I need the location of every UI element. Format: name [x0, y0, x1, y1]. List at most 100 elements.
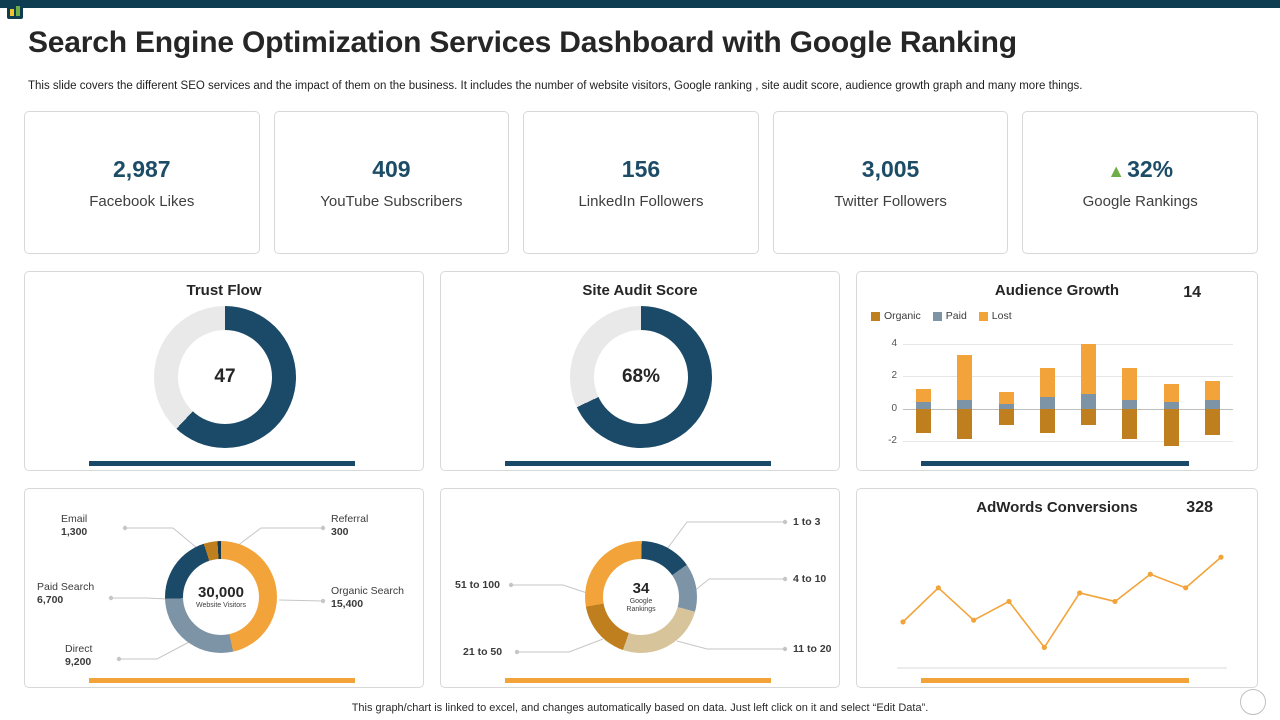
- trust-flow-panel: Trust Flow 47: [24, 271, 424, 471]
- bar-segment: [998, 408, 1014, 425]
- bar-segment: [1163, 408, 1179, 446]
- trust-flow-donut-chart[interactable]: 47: [154, 306, 296, 448]
- trust-flow-title: Trust Flow: [186, 282, 262, 299]
- kpi-value: 156: [621, 155, 661, 182]
- bar-segment: [1081, 394, 1097, 409]
- bar-segment: [916, 402, 932, 409]
- legend-item-organic: Organic: [871, 310, 921, 322]
- callout-value: 15,400: [331, 598, 364, 610]
- kpi-row: 2,987 Facebook Likes 409 YouTube Subscri…: [24, 111, 1258, 254]
- callout-value: 1,300: [61, 526, 88, 538]
- page-title: Search Engine Optimization Services Dash…: [28, 26, 1017, 59]
- legend-label: Paid: [945, 310, 967, 322]
- rankings-center-label: Google Rankings: [626, 597, 656, 614]
- bar-segment: [1039, 408, 1055, 433]
- organic-swatch-icon: [871, 311, 880, 321]
- accent-underline: [921, 461, 1189, 466]
- bar-segment: [1204, 408, 1220, 435]
- kpi-value: ▲32%: [1107, 156, 1173, 183]
- lost-swatch-icon: [978, 311, 988, 321]
- callout-label: Referral: [331, 513, 369, 525]
- callout-organic-search: Organic Search 15,400: [331, 585, 404, 611]
- kpi-trend-value: 32%: [1127, 155, 1174, 182]
- legend-item-paid: Paid: [932, 310, 967, 322]
- callout-4-to-10: 4 to 10: [793, 573, 827, 585]
- kpi-twitter-followers: 3,005 Twitter Followers: [772, 111, 1009, 254]
- kpi-label: LinkedIn Followers: [578, 192, 704, 210]
- legend-item-lost: Lost: [978, 310, 1012, 322]
- callout-51-to-100: 51 to 100: [455, 579, 500, 591]
- kpi-google-rankings: ▲32% Google Rankings: [1022, 111, 1258, 254]
- bar-segment: [1163, 402, 1179, 409]
- kpi-value: 3,005: [861, 155, 920, 182]
- donut-center: 30,000 Website Visitors: [183, 559, 259, 635]
- bar-segment: [957, 400, 973, 409]
- rankings-value: 34: [632, 579, 650, 597]
- audience-growth-legend: Organic Paid Lost: [871, 310, 1012, 322]
- bar-chart-logo-icon: [7, 3, 23, 19]
- trust-flow-value: 47: [214, 366, 236, 387]
- bar-segment: [916, 389, 932, 403]
- bar-segment: [1122, 400, 1138, 409]
- bar-segment: [1122, 408, 1138, 440]
- accent-underline: [88, 678, 356, 683]
- google-rankings-donut-chart[interactable]: 34 Google Rankings: [585, 541, 697, 653]
- kpi-facebook-likes: 2,987 Facebook Likes: [24, 111, 260, 254]
- website-visitors-donut-chart[interactable]: 30,000 Website Visitors: [165, 541, 277, 653]
- kpi-value: 2,987: [113, 155, 171, 182]
- bar-segment: [1039, 397, 1055, 409]
- footer-note: This graph/chart is linked to excel, and…: [351, 702, 929, 714]
- bar-segment: [916, 408, 932, 433]
- callout-label: Paid Search: [37, 581, 95, 593]
- accent-underline: [921, 678, 1189, 683]
- kpi-label: YouTube Subscribers: [320, 192, 463, 210]
- adwords-conversions-panel: AdWords Conversions 328: [856, 488, 1258, 688]
- kpi-label: Twitter Followers: [834, 192, 947, 210]
- legend-label: Organic: [884, 310, 921, 322]
- trend-up-icon: ▲: [1107, 160, 1126, 181]
- callout-referral: Referral 300: [331, 513, 368, 539]
- donut-center: 47: [178, 330, 272, 424]
- bar-segment: [1204, 400, 1220, 409]
- callout-1-to-3: 1 to 3: [793, 516, 821, 528]
- bar-segment: [1122, 368, 1138, 401]
- y-axis-tick: 4: [891, 337, 897, 349]
- site-audit-title: Site Audit Score: [582, 282, 698, 299]
- kpi-linkedin-followers: 156 LinkedIn Followers: [523, 111, 759, 254]
- audience-growth-bar-chart[interactable]: 4 2 0 -2: [888, 334, 1233, 454]
- accent-underline: [504, 678, 772, 683]
- google-rankings-panel: 34 Google Rankings 1 to 3 4 to 10 11 to …: [440, 488, 840, 688]
- audience-growth-panel: Audience Growth 14 Organic Paid Lost 4 2 0…: [856, 271, 1258, 471]
- corner-circle-placeholder: [1240, 689, 1266, 715]
- website-visitors-panel: 30,000 Website Visitors Email 1,300 Paid…: [24, 488, 424, 688]
- callout-paid-search: Paid Search 6,700: [37, 581, 94, 607]
- bar-segment: [998, 403, 1014, 409]
- callout-direct: Direct 9,200: [65, 643, 92, 669]
- bar-segment: [1039, 368, 1055, 398]
- callout-email: Email 1,300: [61, 513, 87, 539]
- bar-segment: [957, 408, 973, 440]
- audience-growth-badge: 14: [1183, 284, 1201, 301]
- callout-value: 9,200: [65, 656, 92, 668]
- legend-label: Lost: [991, 310, 1012, 322]
- donut-center: 34 Google Rankings: [603, 559, 679, 635]
- bar-segment: [1081, 343, 1097, 394]
- kpi-label: Facebook Likes: [89, 192, 195, 210]
- callout-label: Organic Search: [331, 585, 404, 597]
- visitors-total: 30,000: [198, 583, 244, 601]
- accent-underline: [88, 461, 356, 466]
- accent-underline: [504, 461, 772, 466]
- top-accent-bar: [0, 0, 1280, 8]
- kpi-youtube-subscribers: 409 YouTube Subscribers: [273, 111, 510, 254]
- site-audit-donut-chart[interactable]: 68%: [570, 306, 712, 448]
- adwords-badge: 328: [1186, 499, 1213, 516]
- callout-value: 300: [331, 526, 349, 538]
- callout-value: 6,700: [37, 594, 64, 606]
- audience-growth-title: Audience Growth: [994, 282, 1120, 299]
- bar-segment: [1163, 384, 1179, 403]
- adwords-title: AdWords Conversions: [976, 499, 1138, 516]
- callout-21-to-50: 21 to 50: [463, 646, 503, 658]
- callout-11-to-20: 11 to 20: [793, 643, 832, 655]
- adwords-line-chart[interactable]: [897, 543, 1227, 673]
